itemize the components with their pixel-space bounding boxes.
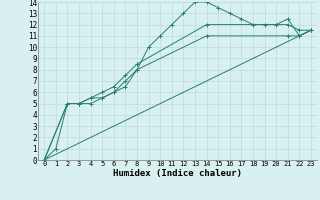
X-axis label: Humidex (Indice chaleur): Humidex (Indice chaleur) — [113, 169, 242, 178]
